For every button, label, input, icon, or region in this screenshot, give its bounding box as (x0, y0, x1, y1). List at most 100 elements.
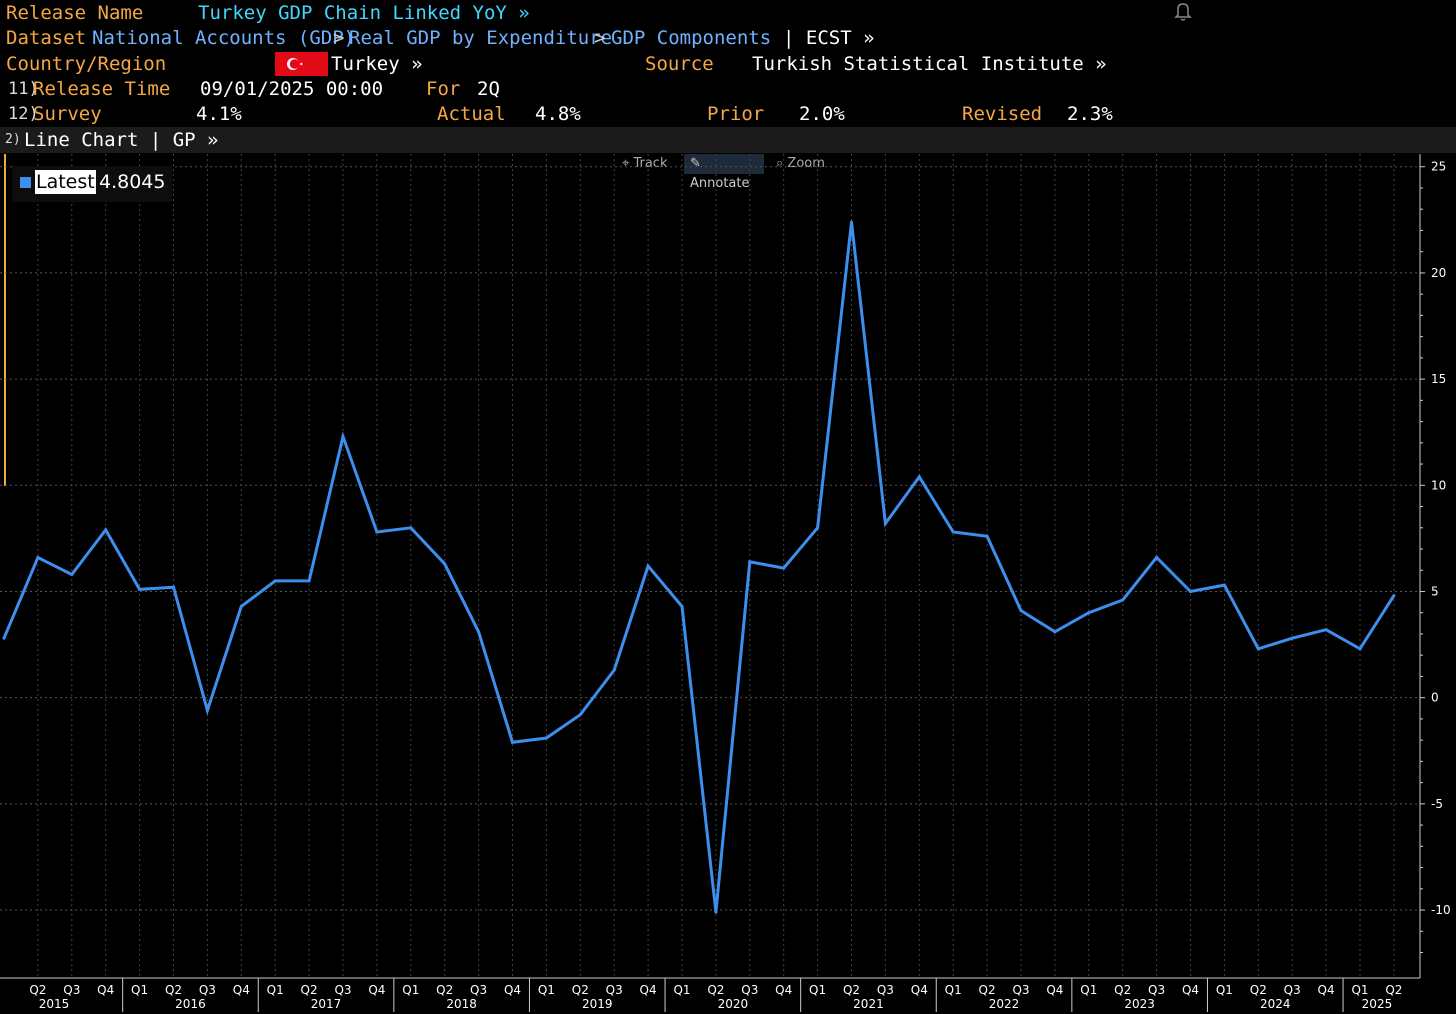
zoom-tool[interactable]: ⌕ Zoom (770, 154, 832, 174)
for-label: For (426, 78, 461, 100)
series-point[interactable] (307, 579, 311, 583)
series-point[interactable] (239, 604, 243, 608)
breadcrumb-gdp-components[interactable]: GDP Components (611, 27, 772, 49)
menu-number-11[interactable]: 11) (8, 79, 39, 99)
x-year-label: 2019 (582, 997, 613, 1011)
x-tick-label: Q4 (1046, 983, 1063, 997)
country-label: Country/Region (6, 53, 167, 75)
series-point[interactable] (1121, 598, 1125, 602)
series-point[interactable] (273, 579, 277, 583)
x-tick-label: Q3 (1012, 983, 1029, 997)
x-tick-label: Q3 (877, 983, 894, 997)
x-tick-label: Q4 (911, 983, 928, 997)
x-tick-label: Q4 (775, 983, 792, 997)
x-tick-label: Q1 (402, 983, 419, 997)
series-point[interactable] (714, 910, 718, 914)
series-point[interactable] (612, 668, 616, 672)
series-point[interactable] (782, 566, 786, 570)
series-point[interactable] (409, 526, 413, 530)
y-tick-label: -10 (1431, 903, 1451, 917)
x-tick-label: Q1 (1216, 983, 1233, 997)
x-tick-label: Q3 (1148, 983, 1165, 997)
series-point[interactable] (70, 572, 74, 576)
x-tick-label: Q3 (334, 983, 351, 997)
series-point[interactable] (1358, 647, 1362, 651)
legend-series-name[interactable]: Latest (35, 170, 96, 194)
x-tick-label: Q4 (640, 983, 657, 997)
x-tick-label: Q3 (470, 983, 487, 997)
x-tick-label: Q3 (606, 983, 623, 997)
series-point[interactable] (1053, 630, 1057, 634)
annotate-tool[interactable]: ✎ Annotate (684, 154, 764, 191)
series-point[interactable] (816, 526, 820, 530)
bell-icon[interactable] (1172, 0, 1194, 22)
x-tick-label: Q3 (1284, 983, 1301, 997)
y-tick-label: 20 (1431, 266, 1446, 280)
series-point[interactable] (1290, 636, 1294, 640)
x-tick-label: Q3 (63, 983, 80, 997)
country-link[interactable]: Turkey » (331, 53, 423, 75)
x-tick-label: Q1 (1351, 983, 1368, 997)
pencil-icon: ✎ (690, 156, 701, 171)
x-tick-label: Q2 (1114, 983, 1131, 997)
series-point[interactable] (850, 220, 853, 224)
scroll-indicator (4, 154, 6, 486)
ecst-link[interactable]: | ECST » (783, 27, 875, 49)
chart-type-link[interactable]: Line Chart | GP » (24, 129, 219, 151)
series-point[interactable] (1019, 609, 1023, 613)
series-point[interactable] (1087, 611, 1091, 615)
series-point[interactable] (985, 534, 989, 538)
series-point[interactable] (2, 636, 6, 640)
x-year-label: 2016 (175, 997, 206, 1011)
series-point[interactable] (1392, 594, 1396, 598)
x-year-label: 2018 (446, 997, 477, 1011)
x-year-label: 2024 (1260, 997, 1291, 1011)
series-point[interactable] (36, 556, 40, 560)
series-point[interactable] (1155, 556, 1159, 560)
series-point[interactable] (544, 736, 548, 740)
x-tick-label: Q4 (233, 983, 250, 997)
y-tick-label: -5 (1431, 797, 1443, 811)
x-year-label: 2021 (853, 997, 884, 1011)
series-point[interactable] (578, 713, 582, 717)
series-point[interactable] (477, 630, 481, 634)
x-tick-label: Q4 (1182, 983, 1199, 997)
series-line-latest[interactable] (2, 221, 1396, 913)
series-point[interactable] (104, 528, 108, 532)
series-point[interactable] (917, 475, 921, 479)
menu-number-12[interactable]: 12) (8, 104, 39, 124)
legend: Latest 4.8045 (12, 166, 172, 202)
x-tick-label: Q2 (707, 983, 724, 997)
series-point[interactable] (172, 585, 175, 589)
series-point[interactable] (375, 530, 379, 534)
breadcrumb-real-gdp[interactable]: Real GDP by Expenditure (349, 27, 613, 49)
x-tick-label: Q1 (538, 983, 555, 997)
source-link[interactable]: Turkish Statistical Institute » (752, 53, 1107, 75)
series-point[interactable] (1189, 589, 1192, 593)
series-point[interactable] (680, 604, 684, 608)
x-tick-label: Q4 (368, 983, 385, 997)
series-point[interactable] (511, 740, 514, 744)
menu-number-2[interactable]: 2) (5, 132, 21, 147)
legend-swatch (20, 177, 31, 188)
series-point[interactable] (205, 708, 209, 712)
series-point[interactable] (138, 587, 142, 591)
series-point[interactable] (646, 564, 650, 568)
series-point[interactable] (1222, 583, 1226, 587)
series-point[interactable] (443, 562, 447, 566)
series-point[interactable] (883, 522, 887, 526)
x-year-label: 2020 (718, 997, 749, 1011)
release-name-link[interactable]: Turkey GDP Chain Linked YoY » (198, 2, 530, 24)
series-point[interactable] (341, 434, 345, 438)
release-time-label[interactable]: Release Time (33, 78, 171, 100)
series-point[interactable] (1256, 647, 1260, 651)
x-tick-label: Q2 (301, 983, 318, 997)
x-tick-label: Q1 (673, 983, 690, 997)
series-point[interactable] (748, 560, 752, 564)
series-point[interactable] (1324, 628, 1328, 632)
track-tool[interactable]: ⌖ Track (616, 154, 684, 174)
survey-label[interactable]: Survey (33, 103, 102, 125)
series-point[interactable] (951, 530, 955, 534)
breadcrumb-national-accounts[interactable]: National Accounts (GDP) (92, 27, 356, 49)
